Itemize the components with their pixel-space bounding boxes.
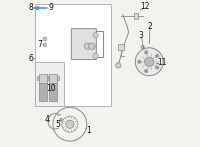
Circle shape (116, 63, 121, 68)
Bar (118, 44, 124, 50)
Text: 3: 3 (139, 31, 144, 40)
Circle shape (145, 51, 148, 54)
Text: 4: 4 (44, 115, 49, 124)
Text: 9: 9 (48, 3, 53, 12)
Circle shape (93, 33, 98, 38)
Text: 11: 11 (157, 58, 166, 67)
Bar (57, 76, 59, 80)
Circle shape (145, 57, 154, 66)
Circle shape (43, 37, 47, 41)
Bar (49, 74, 57, 83)
Bar (49, 83, 57, 101)
Text: 1: 1 (87, 126, 91, 135)
Circle shape (84, 43, 91, 50)
Bar (134, 13, 138, 19)
Bar (37, 76, 39, 80)
Text: 6: 6 (28, 54, 33, 63)
Text: 12: 12 (140, 2, 150, 11)
Bar (35, 4, 111, 106)
Bar (39, 83, 47, 101)
Circle shape (66, 120, 74, 128)
Text: 2: 2 (148, 22, 152, 31)
Circle shape (138, 60, 141, 63)
FancyBboxPatch shape (71, 29, 96, 60)
Bar (39, 74, 47, 83)
Text: 7: 7 (37, 40, 42, 49)
Circle shape (135, 48, 163, 76)
Circle shape (93, 53, 98, 59)
Circle shape (156, 54, 159, 58)
Bar (47, 76, 49, 80)
Bar (35, 62, 64, 106)
Text: 10: 10 (46, 84, 56, 93)
Circle shape (60, 118, 63, 121)
Bar (48, 76, 49, 80)
Circle shape (36, 6, 39, 10)
Text: 8: 8 (29, 3, 33, 12)
Circle shape (89, 43, 95, 50)
Circle shape (156, 66, 159, 69)
Text: 5: 5 (55, 120, 60, 129)
Circle shape (43, 43, 47, 47)
Circle shape (141, 45, 144, 49)
Circle shape (145, 70, 148, 73)
